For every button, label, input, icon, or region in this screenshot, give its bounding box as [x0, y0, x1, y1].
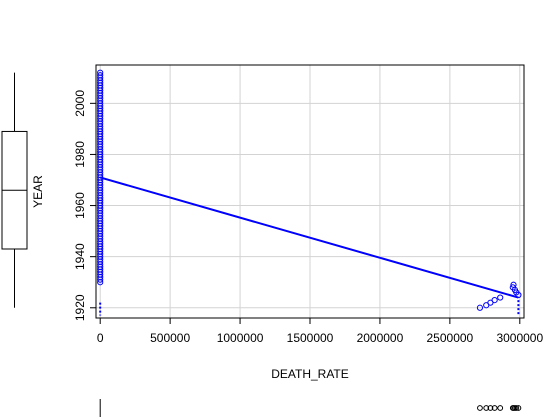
- data-point: [476, 304, 484, 311]
- x-tick-label: 1000000: [217, 331, 264, 345]
- y-boxplot: [1, 72, 28, 308]
- box-outlier: [477, 405, 483, 411]
- data-point: [515, 291, 522, 299]
- x-tick-label: 2500000: [427, 331, 474, 345]
- x-axis-title: DEATH_RATE: [271, 367, 349, 381]
- x-tick-label: 3000000: [496, 331, 543, 345]
- y-tick-label: 1960: [73, 192, 87, 219]
- data-point: [97, 72, 104, 79]
- data-point: [497, 294, 504, 301]
- grid: [96, 65, 524, 318]
- data-point: [491, 297, 498, 304]
- data-points: [97, 69, 522, 316]
- regression-line: [99, 176, 519, 299]
- x-boxplot: [99, 399, 522, 417]
- x-tick-label: 500000: [150, 331, 190, 345]
- y-tick-label: 1940: [73, 243, 87, 270]
- x-tick-label: 1500000: [287, 331, 334, 345]
- x-tick-label: 0: [97, 331, 104, 345]
- x-axis: 0 500000 1000000 1500000 2000000 2500000 30000…: [97, 318, 543, 345]
- box-outlier: [515, 405, 522, 411]
- y-tick-label: 1920: [73, 294, 87, 321]
- y-axis: 1920 1940 1960 1980 2000: [73, 90, 96, 321]
- y-axis-title: YEAR: [31, 175, 45, 208]
- box-outlier: [487, 405, 494, 411]
- y-tick-label: 2000: [73, 90, 87, 117]
- data-point: [97, 69, 104, 76]
- box-outlier: [513, 405, 520, 411]
- box-outlier: [497, 405, 504, 411]
- box-outlier: [491, 405, 498, 411]
- x-tick-label: 2000000: [357, 331, 404, 345]
- box-outlier: [483, 405, 490, 411]
- y-tick-label: 1980: [73, 141, 87, 168]
